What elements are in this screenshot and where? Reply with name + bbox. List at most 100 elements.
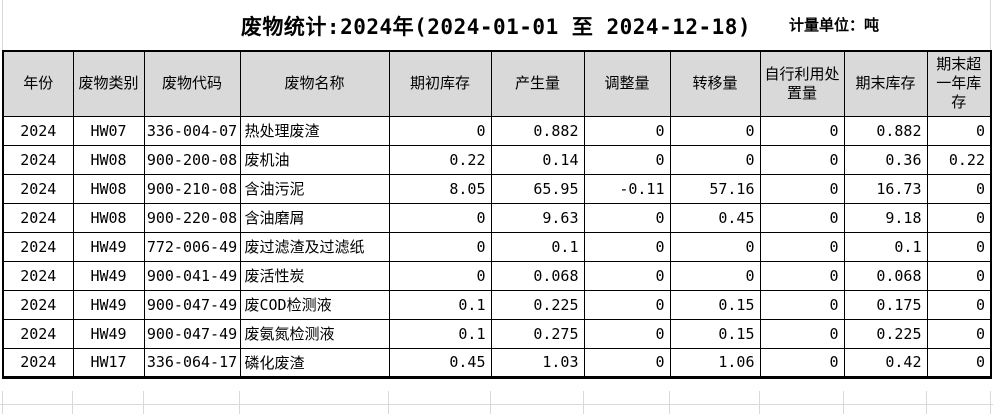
cell[interactable]: HW08 (72, 173, 145, 204)
cell[interactable]: 0.275 (490, 318, 585, 349)
cell[interactable]: HW08 (72, 202, 145, 233)
cell[interactable]: 0.1 (843, 231, 928, 262)
cell[interactable]: 900-220-08 (143, 202, 241, 233)
cell[interactable]: HW49 (72, 231, 145, 262)
cell[interactable]: 0 (926, 260, 992, 291)
cell[interactable]: 0.225 (843, 318, 928, 349)
cell[interactable]: 0 (926, 202, 992, 233)
cell[interactable]: 0.42 (843, 347, 928, 378)
column-header[interactable]: 期末超 一年库 存 (926, 50, 992, 117)
cell[interactable]: 0.882 (843, 115, 928, 146)
cell[interactable]: 0.1 (388, 318, 492, 349)
cell[interactable]: 0 (388, 260, 492, 291)
cell[interactable]: 900-047-49 (143, 318, 241, 349)
cell[interactable]: 0.175 (843, 289, 928, 320)
cell[interactable]: 废过滤渣及过滤纸 (239, 231, 390, 262)
cell[interactable]: 2024 (2, 115, 74, 146)
cell[interactable]: 2024 (2, 318, 74, 349)
cell[interactable]: 0 (759, 231, 845, 262)
cell[interactable]: 336-004-07 (143, 115, 241, 146)
cell[interactable]: 0.1 (490, 231, 585, 262)
cell[interactable]: 0 (388, 115, 492, 146)
cell[interactable]: 16.73 (843, 173, 928, 204)
cell[interactable]: 废氨氮检测液 (239, 318, 390, 349)
column-header[interactable]: 废物类别 (72, 50, 145, 117)
cell[interactable]: 2024 (2, 347, 74, 378)
cell[interactable]: 0 (759, 173, 845, 204)
cell[interactable]: 900-200-08 (143, 144, 241, 175)
cell[interactable]: 2024 (2, 289, 74, 320)
column-header[interactable]: 废物代码 (143, 50, 241, 117)
cell[interactable]: 0 (926, 173, 992, 204)
cell[interactable]: 0 (759, 347, 845, 378)
cell[interactable]: 9.18 (843, 202, 928, 233)
cell[interactable]: 0 (669, 115, 761, 146)
cell[interactable]: 900-047-49 (143, 289, 241, 320)
cell[interactable]: 磷化废渣 (239, 347, 390, 378)
cell[interactable]: 900-210-08 (143, 173, 241, 204)
cell[interactable]: HW08 (72, 144, 145, 175)
cell[interactable]: 0 (926, 347, 992, 378)
cell[interactable]: 0 (583, 318, 671, 349)
cell[interactable]: 废COD检测液 (239, 289, 390, 320)
cell[interactable]: 65.95 (490, 173, 585, 204)
cell[interactable]: 0 (388, 231, 492, 262)
cell[interactable]: 1.03 (490, 347, 585, 378)
cell[interactable]: 0.36 (843, 144, 928, 175)
cell[interactable]: 0 (926, 231, 992, 262)
cell[interactable]: 0 (926, 318, 992, 349)
cell[interactable]: 2024 (2, 173, 74, 204)
cell[interactable]: 0.068 (843, 260, 928, 291)
cell[interactable]: 0.1 (388, 289, 492, 320)
cell[interactable]: 0.45 (388, 347, 492, 378)
cell[interactable]: 0 (759, 318, 845, 349)
cell[interactable]: 0 (926, 289, 992, 320)
cell[interactable]: 0 (583, 289, 671, 320)
cell[interactable]: 2024 (2, 231, 74, 262)
column-header[interactable]: 自行利用处 置量 (759, 50, 845, 117)
cell[interactable]: 9.63 (490, 202, 585, 233)
cell[interactable]: 0 (759, 144, 845, 175)
column-header[interactable]: 期末库存 (843, 50, 928, 117)
cell[interactable]: 0 (669, 231, 761, 262)
cell[interactable]: 含油磨屑 (239, 202, 390, 233)
cell[interactable]: 0 (583, 260, 671, 291)
cell[interactable]: HW49 (72, 289, 145, 320)
cell[interactable]: 0.45 (669, 202, 761, 233)
cell[interactable]: 2024 (2, 144, 74, 175)
cell[interactable]: 2024 (2, 202, 74, 233)
cell[interactable]: 0.15 (669, 289, 761, 320)
cell[interactable]: -0.11 (583, 173, 671, 204)
cell[interactable]: HW07 (72, 115, 145, 146)
cell[interactable]: 含油污泥 (239, 173, 390, 204)
cell[interactable]: HW17 (72, 347, 145, 378)
cell[interactable]: 0.882 (490, 115, 585, 146)
cell[interactable]: 0.15 (669, 318, 761, 349)
cell[interactable]: 废活性炭 (239, 260, 390, 291)
cell[interactable]: 1.06 (669, 347, 761, 378)
cell[interactable]: 0 (583, 347, 671, 378)
cell[interactable]: 0 (759, 260, 845, 291)
cell[interactable]: 0.22 (926, 144, 992, 175)
column-header[interactable]: 调整量 (583, 50, 671, 117)
cell[interactable]: 0 (669, 144, 761, 175)
column-header[interactable]: 年份 (2, 50, 74, 117)
cell[interactable]: 0 (583, 202, 671, 233)
cell[interactable]: 2024 (2, 260, 74, 291)
cell[interactable]: 0 (583, 115, 671, 146)
column-header[interactable]: 转移量 (669, 50, 761, 117)
column-header[interactable]: 废物名称 (239, 50, 390, 117)
cell[interactable]: 0.22 (388, 144, 492, 175)
cell[interactable]: 0.225 (490, 289, 585, 320)
column-header[interactable]: 产生量 (490, 50, 585, 117)
cell[interactable]: 900-041-49 (143, 260, 241, 291)
cell[interactable]: HW49 (72, 260, 145, 291)
cell[interactable]: 772-006-49 (143, 231, 241, 262)
cell[interactable]: HW49 (72, 318, 145, 349)
cell[interactable]: 0 (583, 231, 671, 262)
cell[interactable]: 0 (388, 202, 492, 233)
cell[interactable]: 57.16 (669, 173, 761, 204)
cell[interactable]: 0 (583, 144, 671, 175)
cell[interactable]: 废机油 (239, 144, 390, 175)
cell[interactable]: 0 (669, 260, 761, 291)
